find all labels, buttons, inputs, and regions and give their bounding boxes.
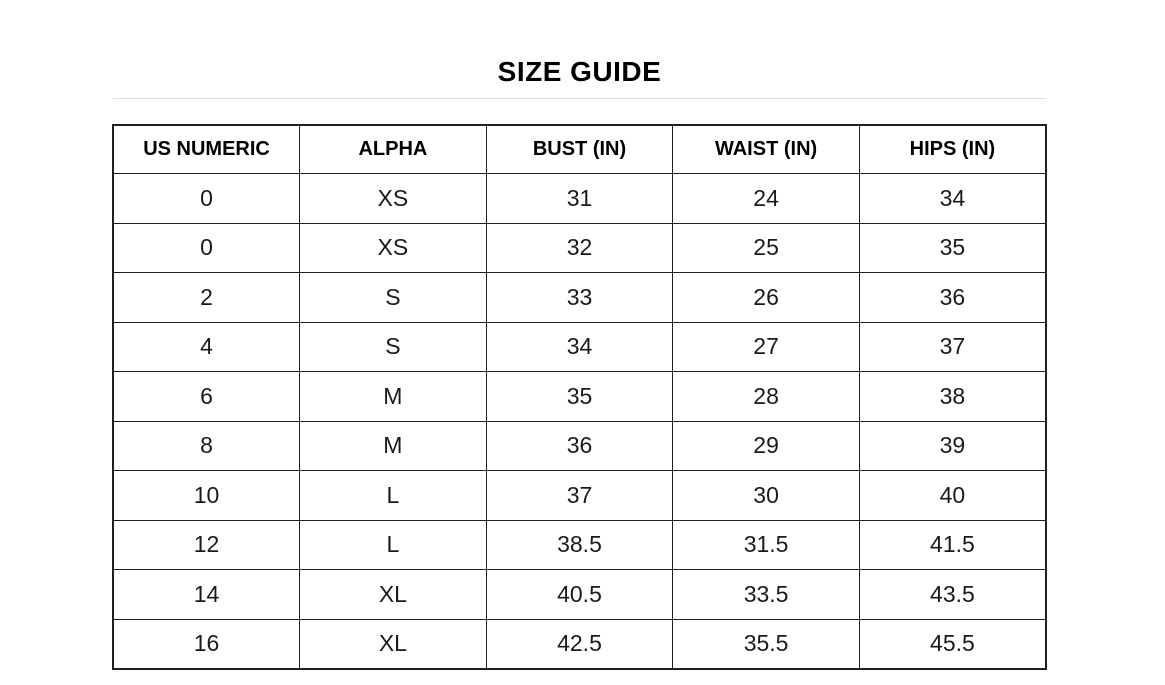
table-cell: 38 xyxy=(858,371,1047,422)
table-cell: 39 xyxy=(858,420,1047,471)
table-cell: 30 xyxy=(672,470,860,521)
table-cell: 35 xyxy=(485,371,674,422)
table-body: 0 XS 31 24 34 0 XS 32 25 35 2 S 33 26 36 4 S 34 27 37 6 M 35 28… xyxy=(112,173,1047,670)
column-header: US NUMERIC xyxy=(112,124,301,174)
table-row: 2 S 33 26 36 xyxy=(112,272,1047,323)
table-cell: 12 xyxy=(112,519,301,570)
table-cell: 29 xyxy=(672,420,860,471)
table-row: 6 M 35 28 38 xyxy=(112,371,1047,422)
table-cell: L xyxy=(299,470,487,521)
table-cell: 16 xyxy=(112,618,301,670)
title-divider xyxy=(113,98,1046,99)
table-cell: 8 xyxy=(112,420,301,471)
table-cell: 40 xyxy=(858,470,1047,521)
table-cell: 40.5 xyxy=(485,569,674,620)
table-cell: 10 xyxy=(112,470,301,521)
table-row: 0 XS 31 24 34 xyxy=(112,173,1047,224)
table-row: 14 XL 40.5 33.5 43.5 xyxy=(112,569,1047,620)
table-cell: 6 xyxy=(112,371,301,422)
table-cell: L xyxy=(299,519,487,570)
table-cell: 32 xyxy=(485,222,674,273)
table-cell: XL xyxy=(299,618,487,670)
table-cell: 0 xyxy=(112,222,301,273)
table-row: 10 L 37 30 40 xyxy=(112,470,1047,521)
size-guide-table: US NUMERIC ALPHA BUST (IN) WAIST (IN) HIPS (… xyxy=(112,124,1047,670)
table-cell: 14 xyxy=(112,569,301,620)
table-cell: 27 xyxy=(672,321,860,372)
column-header: WAIST (IN) xyxy=(672,124,860,174)
table-cell: M xyxy=(299,371,487,422)
table-cell: 37 xyxy=(485,470,674,521)
table-cell: XL xyxy=(299,569,487,620)
table-cell: 34 xyxy=(485,321,674,372)
table-cell: XS xyxy=(299,222,487,273)
table-cell: 35.5 xyxy=(672,618,860,670)
table-cell: 31.5 xyxy=(672,519,860,570)
table-row: 12 L 38.5 31.5 41.5 xyxy=(112,519,1047,570)
table-cell: 33 xyxy=(485,272,674,323)
table-cell: 31 xyxy=(485,173,674,224)
table-cell: 25 xyxy=(672,222,860,273)
column-header: BUST (IN) xyxy=(485,124,674,174)
page-title: SIZE GUIDE xyxy=(497,56,662,87)
table-row: 0 XS 32 25 35 xyxy=(112,222,1047,273)
table-cell: 4 xyxy=(112,321,301,372)
table-cell: 28 xyxy=(672,371,860,422)
table-cell: 42.5 xyxy=(485,618,674,670)
table-cell: 0 xyxy=(112,173,301,224)
table-cell: 41.5 xyxy=(858,519,1047,570)
table-cell: XS xyxy=(299,173,487,224)
table-cell: 38.5 xyxy=(485,519,674,570)
column-header: HIPS (IN) xyxy=(858,124,1047,174)
table-cell: 26 xyxy=(672,272,860,323)
table-header: US NUMERIC ALPHA BUST (IN) WAIST (IN) HIPS (… xyxy=(112,124,1047,174)
table-cell: 34 xyxy=(858,173,1047,224)
table-row: 4 S 34 27 37 xyxy=(112,321,1047,372)
table-row: 8 M 36 29 39 xyxy=(112,420,1047,471)
table-cell: 24 xyxy=(672,173,860,224)
table-cell: 2 xyxy=(112,272,301,323)
column-header: ALPHA xyxy=(299,124,487,174)
table-header-row: US NUMERIC ALPHA BUST (IN) WAIST (IN) HIPS (… xyxy=(112,124,1047,174)
table-cell: 45.5 xyxy=(858,618,1047,670)
table-cell: 37 xyxy=(858,321,1047,372)
table-cell: 33.5 xyxy=(672,569,860,620)
table-cell: 36 xyxy=(858,272,1047,323)
table-row: 16 XL 42.5 35.5 45.5 xyxy=(112,618,1047,670)
table-cell: S xyxy=(299,321,487,372)
table-cell: S xyxy=(299,272,487,323)
table-cell: 36 xyxy=(485,420,674,471)
table-cell: 43.5 xyxy=(858,569,1047,620)
table-cell: 35 xyxy=(858,222,1047,273)
table-cell: M xyxy=(299,420,487,471)
